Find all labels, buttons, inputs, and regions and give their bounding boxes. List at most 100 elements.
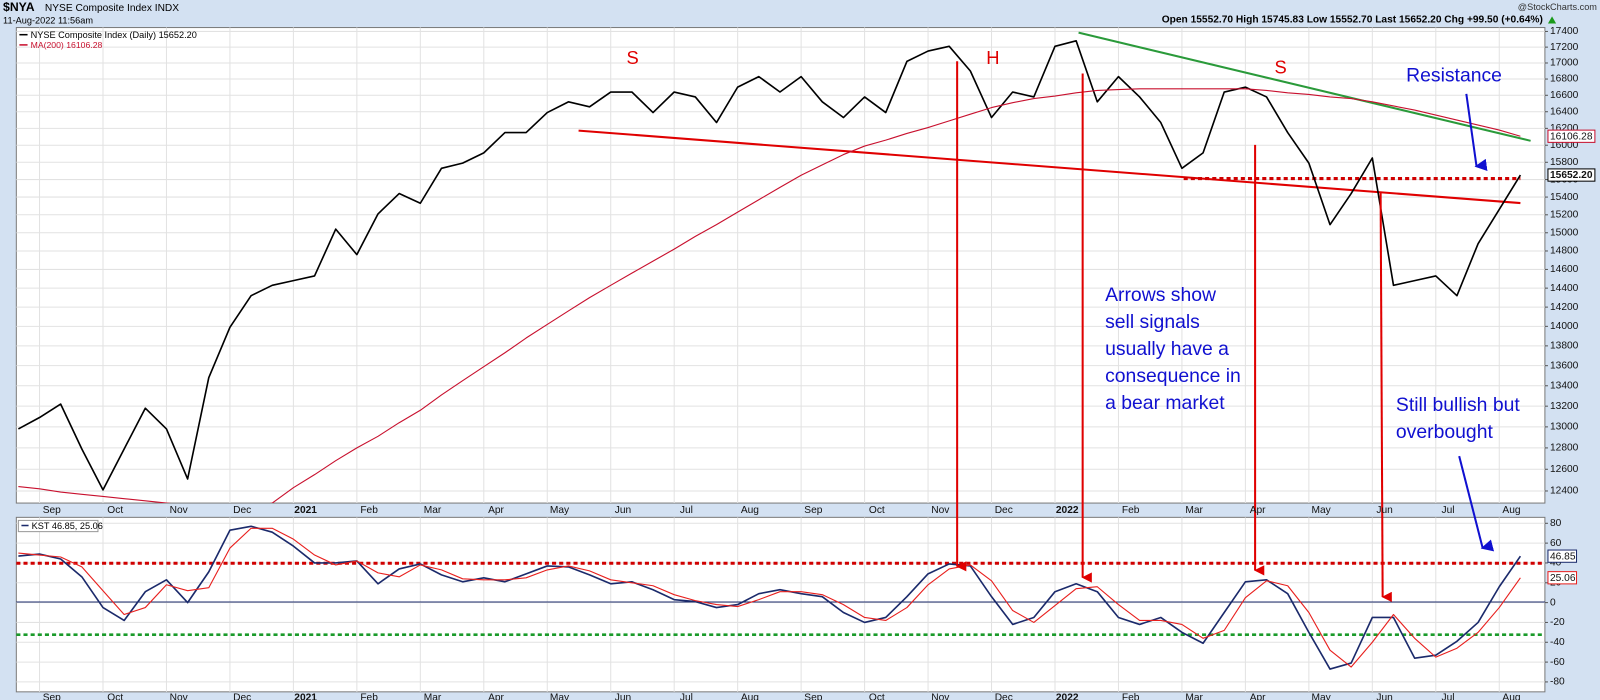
kst-panel [15,516,1546,693]
last-value-label: 15652.20 [1550,170,1593,181]
x-tick-label: Oct [869,505,885,516]
y-tick-label: -80 [1550,677,1565,688]
last-value-box [1547,571,1578,585]
x-tick-label: 2021 [294,693,317,700]
y-tick-label: 12400 [1550,486,1579,497]
x-tick-label: Nov [931,505,950,516]
x-tick-label: Oct [869,693,885,700]
y-tick-label: 16800 [1550,74,1579,85]
y-tick-label: 15800 [1550,157,1579,168]
annotation-line: Arrows show [1105,284,1217,306]
x-tick-label: Apr [1250,505,1266,516]
neckline [578,129,1521,205]
x-tick-label: Jun [1376,505,1392,516]
price-panel [15,27,1546,504]
date: 11-Aug-2022 11:56am [3,15,93,25]
y-tick-label: 17200 [1550,42,1579,53]
x-tick-label: Mar [424,693,442,700]
y-tick-label: 15000 [1550,227,1579,238]
x-tick-label: Nov [931,693,950,700]
up-arrow [1547,16,1557,24]
y-tick-label: 14000 [1550,321,1579,332]
x-tick-label: Aug [1502,505,1520,516]
y-tick-label: 16600 [1550,90,1579,101]
y-tick-label: 13200 [1550,401,1579,412]
x-tick-label: Oct [107,693,123,700]
annotation-line: sell signals [1105,311,1200,333]
y-tick-label: 17400 [1550,26,1579,37]
legend-value: 15652.20 [159,30,197,40]
overbought-arrow [1458,455,1495,552]
annotation-line: S [627,47,639,68]
y-tick-label: 13600 [1550,360,1579,371]
annotation-line: Still bullish but [1396,394,1520,416]
x-tick-label: Sep [804,693,822,700]
x-tick-label: Jul [680,505,693,516]
quote: Open 15552.70 High 15745.83 Low 15552.70… [1162,14,1543,25]
x-tick-label: May [1311,693,1331,700]
legend-name: NYSE Composite Index (Daily) [31,30,156,40]
annotation: Arrows show sell signals usually have a con… [1105,284,1241,414]
x-tick-label: Dec [995,505,1013,516]
annotation: H [986,47,999,68]
x-tick-label: Apr [488,693,504,700]
last-value-label: 16106.28 [1550,131,1593,142]
legend-kst: KST 46.85, 25.06 [32,521,103,531]
last-value-label: 25.06 [1550,573,1576,584]
x-tick-label: Jun [615,693,631,700]
x-tick-label: Sep [43,693,61,700]
y-tick-label: 13800 [1550,341,1579,352]
y-tick-label: 12800 [1550,443,1579,454]
x-tick-label: Jul [1442,505,1455,516]
y-tick-label: -60 [1550,657,1565,668]
annotation-line: S [1274,56,1286,77]
legend-price: NYSE Composite Index (Daily) 15652.20 [31,30,197,40]
x-tick-label: Apr [1250,693,1266,700]
x-tick-label: Aug [1502,693,1520,700]
series-line [18,88,1521,504]
legend-ma: MA(200) 16106.28 [31,40,103,50]
y-tick-label: 14400 [1550,283,1579,294]
series-line [18,527,1521,668]
y-tick-label: 80 [1550,518,1562,529]
x-tick-label: Feb [360,693,378,700]
grid [16,27,1548,692]
x-tick-label: Jul [1442,693,1455,700]
x-tick-label: Mar [1185,693,1203,700]
y-tick-label: 15200 [1550,209,1579,220]
x-tick-label: Dec [233,505,251,516]
x-tick-label: 2021 [294,505,317,516]
y-tick-label: 13000 [1550,422,1579,433]
annotation-line: Resistance [1406,65,1502,87]
x-tick-label: Apr [488,505,504,516]
y-tick-label: 16400 [1550,106,1579,117]
annotation-line: usually have a [1105,338,1229,360]
x-tick-label: Nov [170,505,189,516]
x-tick-label: Dec [995,693,1013,700]
y-tick-label: 12600 [1550,464,1579,475]
x-tick-label: 2022 [1056,505,1079,516]
symbol: $NYA [3,0,35,14]
y-tick-label: 16200 [1550,123,1579,134]
y-tick-label: 13400 [1550,380,1579,391]
y-tick-label: 60 [1550,538,1562,549]
y-tick-label: 15400 [1550,192,1579,203]
annotation: Resistance [1406,65,1502,87]
y-tick-label: -40 [1550,637,1565,648]
x-tick-label: Sep [43,505,61,516]
annotation-line: a bear market [1105,392,1225,414]
annotation: Still bullish but overbought [1396,394,1520,443]
x-tick-label: Jun [1376,693,1392,700]
annotation-line: H [986,47,999,68]
annotation-layer: 12400 12600 12800 13000 13200 13400 13600 13800… [43,26,1596,700]
index-name: NYSE Composite Index INDX [45,3,179,14]
y-tick-label: 14600 [1550,264,1579,275]
x-tick-label: Oct [107,505,123,516]
annotation-line: overbought [1396,421,1494,443]
legend-value: 16106.28 [66,40,102,50]
y-tick-label: 14800 [1550,246,1579,257]
legend-box [17,519,99,533]
x-tick-label: Nov [170,693,189,700]
